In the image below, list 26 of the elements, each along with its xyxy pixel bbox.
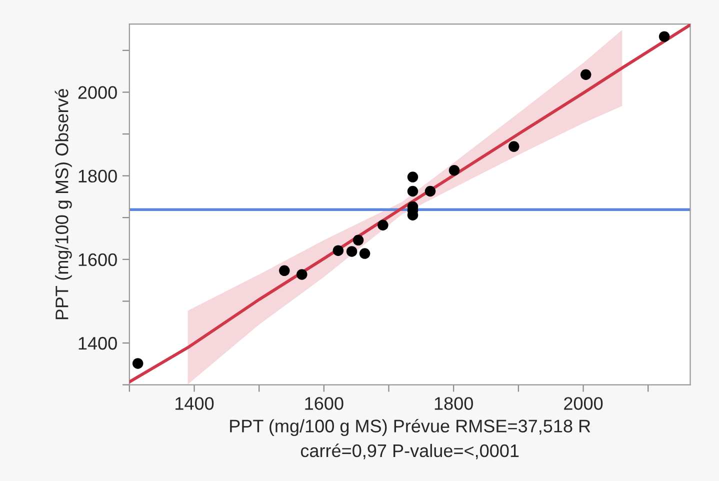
point (508, 141, 520, 152)
y-tick-label: 1400 (78, 336, 117, 350)
x-tick-label: 2000 (564, 397, 603, 410)
point (448, 164, 460, 176)
y-tick-label: 2000 (78, 86, 117, 99)
y-tick-label: 1800 (78, 170, 117, 183)
x-axis-title: PPT (mg/100 g MS) Prévue RMSE=37,518 R carré=0,97 P-value=<,0001 (230, 418, 590, 460)
y-tick-label: 1600 (78, 253, 117, 266)
point (359, 248, 370, 259)
x-tick-label: 1400 (176, 397, 214, 410)
point (424, 186, 436, 197)
line-series (129, 24, 690, 384)
point (658, 31, 670, 42)
point (407, 172, 418, 182)
point (296, 269, 308, 280)
point (580, 69, 592, 80)
point (346, 246, 358, 257)
point (332, 245, 344, 256)
point (278, 265, 290, 276)
point (132, 358, 144, 369)
point (352, 234, 364, 246)
x-tick-label: 1600 (305, 397, 344, 410)
point (407, 186, 418, 197)
x-tick-label: 1800 (434, 397, 473, 410)
point (378, 220, 388, 230)
y-axis-title: PPT (mg/100 g MS) Observé (54, 88, 72, 320)
